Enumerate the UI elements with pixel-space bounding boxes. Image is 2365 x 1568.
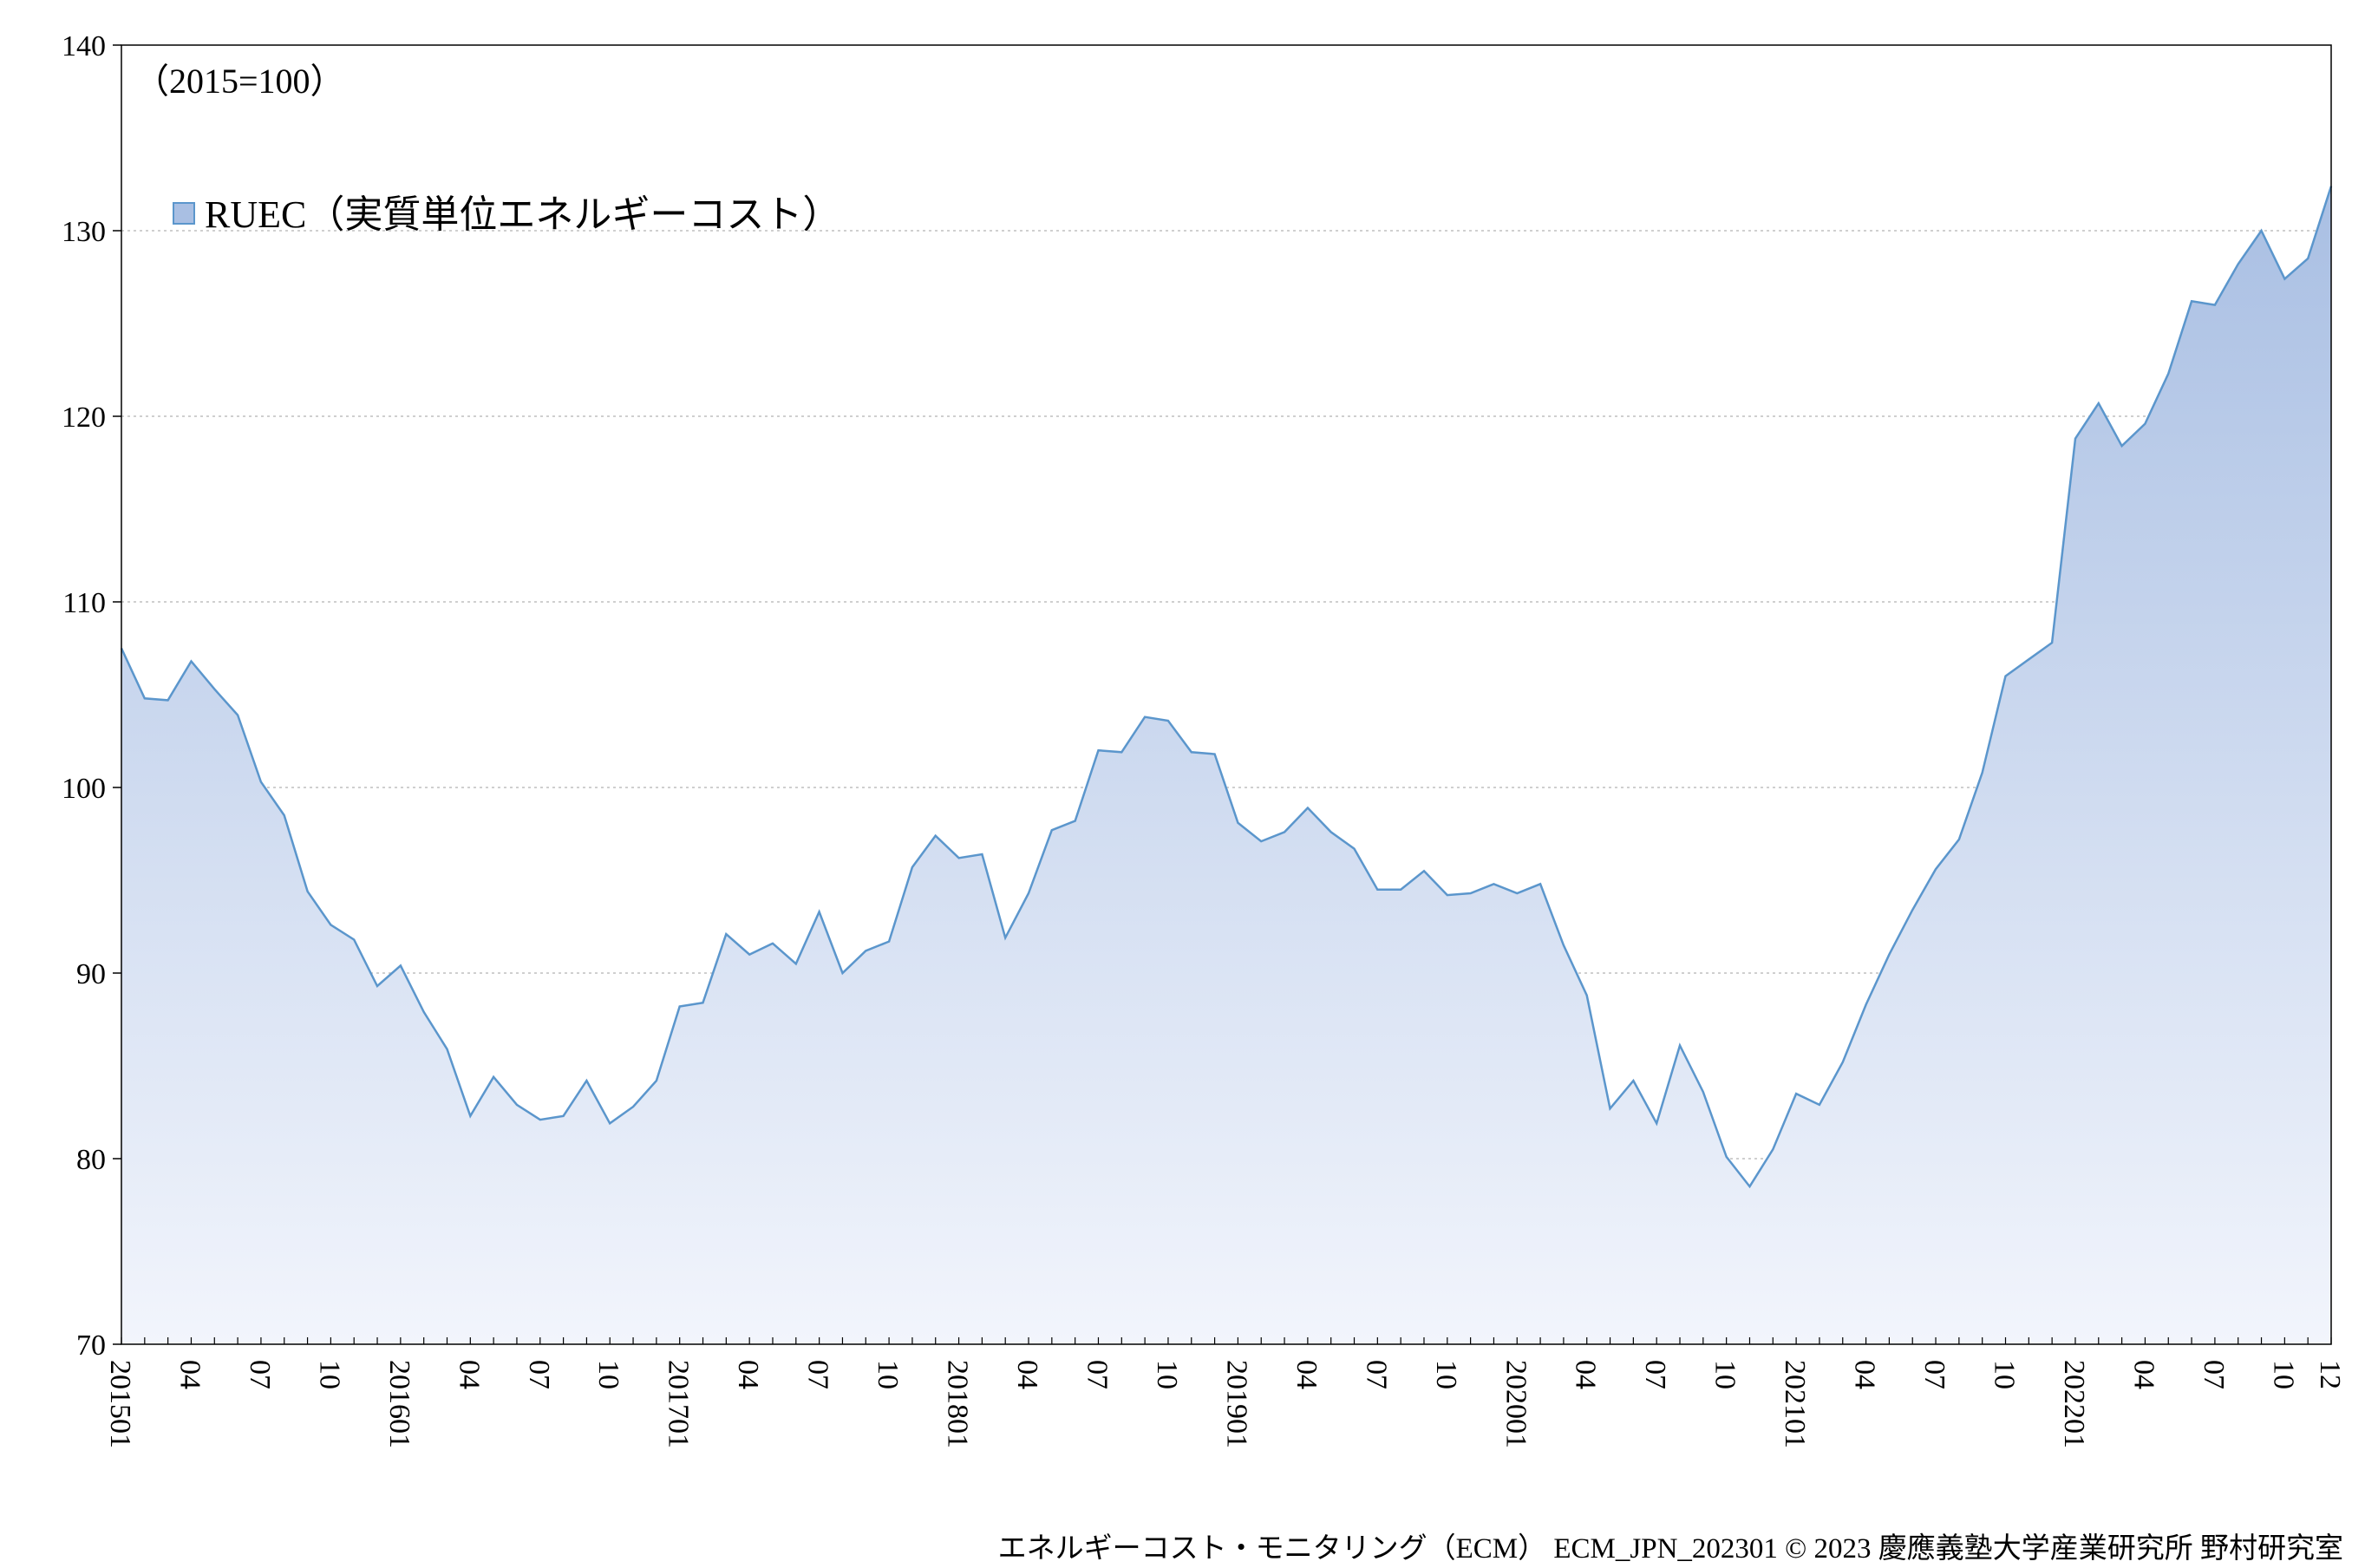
x-tick-label: 07 <box>1360 1360 1392 1389</box>
y-tick-label: 100 <box>62 773 106 805</box>
x-tick-label: 202201 <box>2058 1360 2090 1448</box>
x-tick-label: 04 <box>1849 1360 1881 1389</box>
x-tick-label: 201601 <box>383 1360 415 1448</box>
y-tick-label: 80 <box>76 1144 106 1176</box>
x-tick-label: 07 <box>1639 1360 1671 1389</box>
x-tick-label: 07 <box>1081 1360 1113 1389</box>
y-axis-ticks: 70 80 90 100 110 120 130 140 <box>62 30 121 1362</box>
x-tick-label: 04 <box>1290 1360 1323 1389</box>
plot-frame <box>121 44 2332 1345</box>
y-tick-label: 120 <box>62 402 106 434</box>
x-tick-label: 07 <box>523 1360 555 1389</box>
x-tick-label: 201501 <box>104 1360 136 1448</box>
x-tick-label: 10 <box>872 1360 904 1389</box>
x-tick-label: 10 <box>2267 1360 2299 1389</box>
x-tick-label: 201701 <box>663 1360 695 1448</box>
series-area-fill <box>121 186 2331 1345</box>
x-tick-label: 04 <box>1570 1360 1602 1389</box>
y-tick-label: 110 <box>62 587 106 619</box>
x-tick-label: 04 <box>1011 1360 1043 1389</box>
x-tick-label: 10 <box>1709 1360 1741 1389</box>
x-tick-label: 04 <box>2127 1360 2159 1389</box>
x-tick-label: 10 <box>592 1360 624 1389</box>
series-line <box>120 186 2333 1189</box>
legend-label: RUEC（実質単位エネルギーコスト） <box>205 193 840 236</box>
legend-swatch <box>173 202 195 225</box>
x-tick-label: 07 <box>802 1360 834 1389</box>
x-tick-label: 04 <box>453 1360 485 1389</box>
x-tick-label: 10 <box>1989 1360 2021 1389</box>
x-tick-label: 04 <box>173 1360 206 1389</box>
x-tick-label: 201901 <box>1220 1360 1252 1448</box>
credit-footer: エネルギーコスト・モニタリング（ECM） ECM_JPN_202301 © 20… <box>997 1533 2343 1565</box>
x-tick-label: 07 <box>244 1360 276 1389</box>
x-tick-label: 10 <box>1151 1360 1183 1389</box>
x-tick-label: 201801 <box>942 1360 974 1448</box>
x-tick-label: 07 <box>2198 1360 2230 1389</box>
y-tick-label: 140 <box>62 30 106 62</box>
x-tick-label: 202001 <box>1499 1360 1532 1448</box>
legend: RUEC（実質単位エネルギーコスト） <box>173 193 840 236</box>
y-tick-label: 70 <box>76 1330 106 1362</box>
x-tick-label: 10 <box>313 1360 345 1389</box>
unit-note: （2015=100） <box>134 62 345 101</box>
y-tick-label: 130 <box>62 216 106 248</box>
y-tick-label: 90 <box>76 958 106 990</box>
x-tick-label: 10 <box>1430 1360 1462 1389</box>
x-tick-label: 12 <box>2314 1360 2346 1389</box>
x-tick-label: 07 <box>1918 1360 1950 1389</box>
x-tick-label: 202101 <box>1779 1360 1811 1448</box>
x-axis-ticks: 201501 04 07 10 201601 04 07 10 201701 04 07 10 2018… <box>104 1337 2346 1448</box>
x-tick-label: 04 <box>732 1360 764 1389</box>
